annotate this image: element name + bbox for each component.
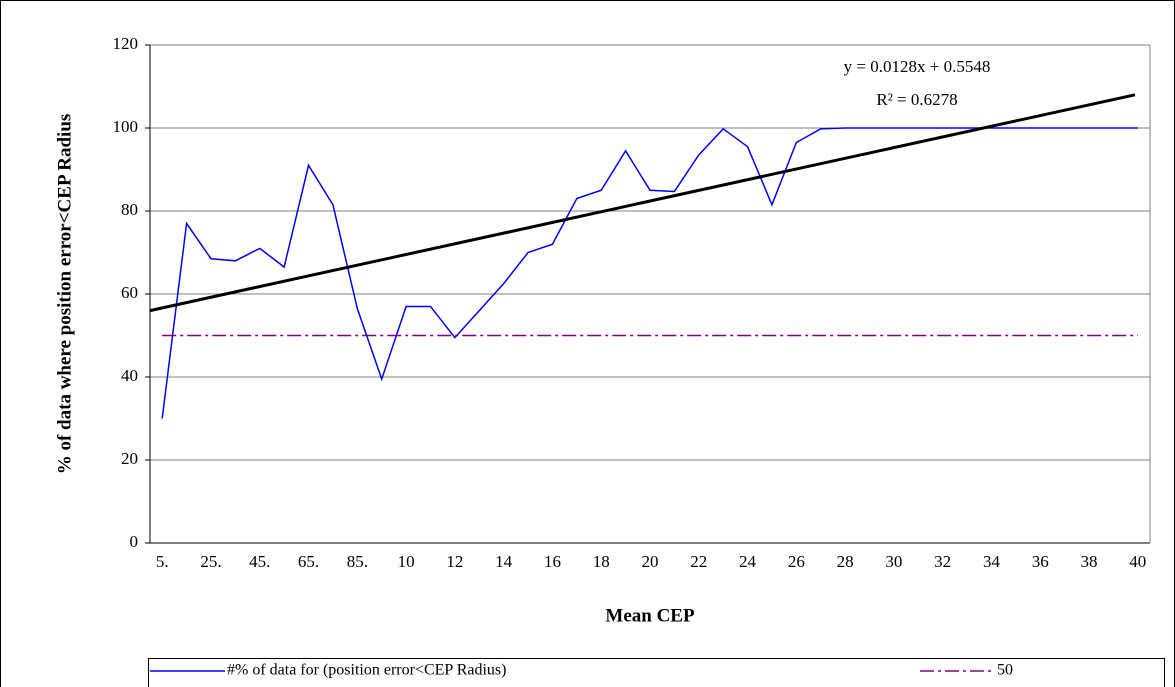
x-tick-label: 12 xyxy=(446,552,463,571)
x-tick-label: 28 xyxy=(837,552,854,571)
y-tick-label: 120 xyxy=(113,34,139,53)
y-axis-title: % of data where position error<CEP Radiu… xyxy=(54,114,75,475)
y-tick-label: 40 xyxy=(121,366,138,385)
x-tick-label: 18 xyxy=(593,552,610,571)
x-tick-label: 65. xyxy=(298,552,319,571)
x-tick-label: 32 xyxy=(934,552,951,571)
x-tick-label: 10 xyxy=(398,552,415,571)
annotation: R² = 0.6278 xyxy=(876,90,957,109)
x-tick-label: 22 xyxy=(690,552,707,571)
x-tick-label: 14 xyxy=(495,552,513,571)
x-tick-label: 20 xyxy=(642,552,659,571)
x-tick-label: 24 xyxy=(739,552,757,571)
y-tick-label: 20 xyxy=(121,449,138,468)
x-tick-label: 45. xyxy=(249,552,270,571)
legend-label: #% of data for (position error<CEP Radiu… xyxy=(227,662,506,679)
x-tick-label: 16 xyxy=(544,552,561,571)
x-tick-label: 34 xyxy=(983,552,1001,571)
x-tick-label: 25. xyxy=(200,552,221,571)
x-tick-label: 36 xyxy=(1032,552,1049,571)
y-tick-label: 60 xyxy=(121,283,138,302)
x-tick-label: 38 xyxy=(1081,552,1098,571)
annotation: y = 0.0128x + 0.5548 xyxy=(844,57,991,76)
y-tick-label: 0 xyxy=(130,532,139,551)
x-axis-title: Mean CEP xyxy=(605,605,695,626)
x-tick-label: 40 xyxy=(1129,552,1146,571)
x-tick-label: 26 xyxy=(788,552,805,571)
trendline xyxy=(149,93,1136,313)
line-series xyxy=(161,127,1138,419)
legend-box xyxy=(148,658,1165,687)
x-tick-label: 85. xyxy=(347,552,368,571)
y-tick-label: 80 xyxy=(121,200,138,219)
x-tick-label: 30 xyxy=(885,552,902,571)
y-tick-label: 100 xyxy=(113,117,139,136)
legend-label: 50 xyxy=(997,662,1013,679)
x-tick-label: 5. xyxy=(156,552,169,571)
